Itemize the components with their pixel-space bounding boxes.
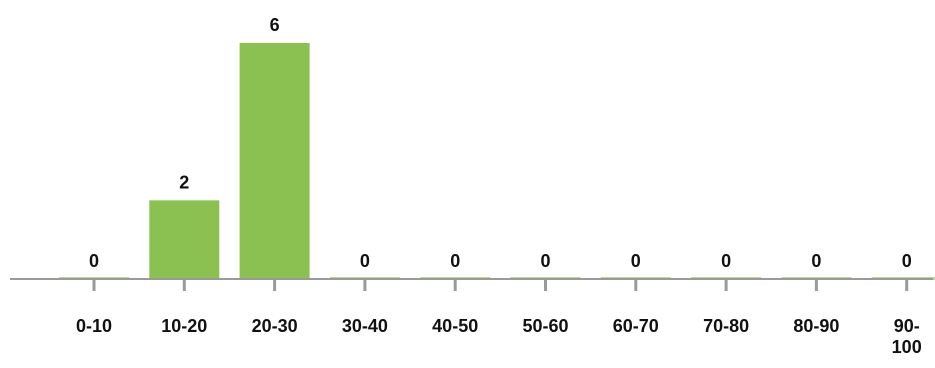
x-tick-label-8: 80-90	[793, 316, 839, 336]
x-tick-label-5: 50-60	[522, 316, 568, 336]
value-label-1: 2	[179, 172, 189, 192]
x-tick-label-4: 40-50	[432, 316, 478, 336]
value-label-5: 0	[540, 251, 550, 271]
bar-2	[239, 43, 310, 279]
bar-1	[149, 200, 220, 279]
x-tick-label-1: 10-20	[161, 316, 207, 336]
x-tick-label-9: 90-100	[892, 316, 922, 357]
x-axis	[10, 278, 933, 291]
labels-layer: 0 0-10 2 10-20 6 20-30 0 30-40 0 40-50 0 50-60 0 60-7…	[76, 15, 922, 357]
value-label-7: 0	[721, 251, 731, 271]
value-label-3: 0	[360, 251, 370, 271]
value-label-2: 6	[270, 15, 280, 35]
value-label-9: 0	[902, 251, 912, 271]
value-label-4: 0	[450, 251, 460, 271]
bars-layer	[59, 43, 935, 280]
x-tick-label-7: 70-80	[703, 316, 749, 336]
value-label-8: 0	[811, 251, 821, 271]
x-tick-label-2: 20-30	[252, 316, 298, 336]
value-label-0: 0	[89, 251, 99, 271]
x-tick-label-0: 0-10	[76, 316, 112, 336]
x-tick-label-3: 30-40	[342, 316, 388, 336]
x-tick-label-6: 60-70	[613, 316, 659, 336]
value-label-6: 0	[631, 251, 641, 271]
